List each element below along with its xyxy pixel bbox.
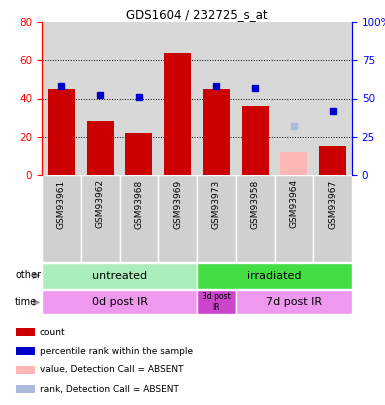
Bar bbox=[81, 175, 119, 262]
Bar bbox=[42, 290, 197, 314]
Text: 3d post
IR: 3d post IR bbox=[202, 292, 231, 312]
Bar bbox=[241, 106, 269, 175]
Bar bbox=[203, 89, 230, 175]
Bar bbox=[197, 175, 236, 262]
Text: ▶: ▶ bbox=[33, 297, 40, 307]
Bar bbox=[125, 133, 152, 175]
Bar bbox=[119, 175, 158, 262]
Bar bbox=[16, 328, 35, 336]
Bar bbox=[158, 175, 197, 262]
Text: irradiated: irradiated bbox=[247, 271, 302, 281]
Bar bbox=[236, 175, 275, 262]
Bar bbox=[16, 386, 35, 393]
Bar bbox=[197, 263, 352, 288]
Bar bbox=[48, 89, 75, 175]
Bar bbox=[16, 366, 35, 373]
Text: untreated: untreated bbox=[92, 271, 147, 281]
Text: rank, Detection Call = ABSENT: rank, Detection Call = ABSENT bbox=[40, 385, 179, 394]
Bar bbox=[275, 175, 313, 262]
Text: ▶: ▶ bbox=[33, 270, 40, 280]
Text: GSM93968: GSM93968 bbox=[134, 179, 143, 228]
Text: GSM93969: GSM93969 bbox=[173, 179, 182, 228]
Text: other: other bbox=[15, 270, 41, 280]
Title: GDS1604 / 232725_s_at: GDS1604 / 232725_s_at bbox=[126, 8, 268, 21]
Bar bbox=[313, 175, 352, 262]
Text: GSM93958: GSM93958 bbox=[251, 179, 259, 228]
Bar bbox=[42, 263, 197, 288]
Text: GSM93967: GSM93967 bbox=[328, 179, 337, 228]
Bar bbox=[164, 53, 191, 175]
Text: percentile rank within the sample: percentile rank within the sample bbox=[40, 347, 193, 356]
Bar bbox=[16, 347, 35, 355]
Bar bbox=[197, 290, 236, 314]
Text: time: time bbox=[15, 297, 37, 307]
Bar bbox=[42, 175, 81, 262]
Text: GSM93961: GSM93961 bbox=[57, 179, 66, 228]
Bar bbox=[319, 146, 346, 175]
Text: 0d post IR: 0d post IR bbox=[92, 297, 147, 307]
Text: GSM93964: GSM93964 bbox=[290, 179, 298, 228]
Bar bbox=[236, 290, 352, 314]
Bar bbox=[280, 152, 308, 175]
Text: 7d post IR: 7d post IR bbox=[266, 297, 322, 307]
Text: value, Detection Call = ABSENT: value, Detection Call = ABSENT bbox=[40, 365, 183, 374]
Bar bbox=[87, 122, 114, 175]
Text: GSM93962: GSM93962 bbox=[95, 179, 105, 228]
Text: count: count bbox=[40, 328, 65, 337]
Text: GSM93973: GSM93973 bbox=[212, 179, 221, 228]
